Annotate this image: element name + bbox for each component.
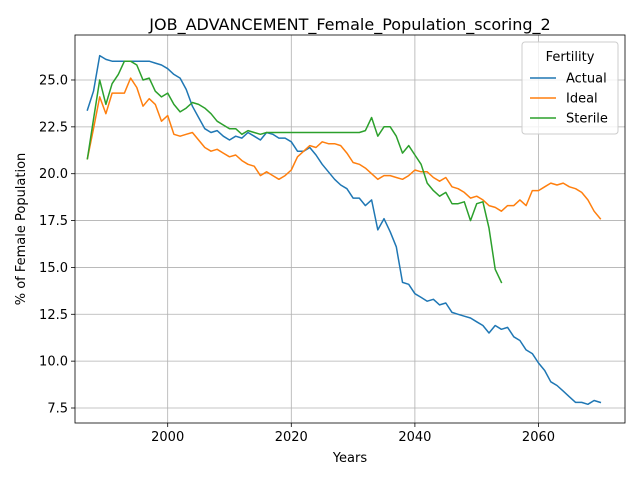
- legend-label-ideal: Ideal: [566, 92, 598, 107]
- legend-entries: Actual Ideal Sterile: [530, 72, 608, 127]
- y-tick-label: 22.5: [39, 120, 68, 135]
- x-tick-label: 2020: [275, 430, 308, 445]
- y-tick-label: 25.0: [39, 73, 68, 88]
- series-line-sterile: [86, 60, 503, 284]
- y-tick-label: 10.0: [39, 355, 68, 370]
- y-tick-label: 20.0: [39, 167, 68, 182]
- y-tick-label: 17.5: [39, 214, 68, 229]
- x-tick-label: 2040: [398, 430, 431, 445]
- y-tick-label: 12.5: [39, 308, 68, 323]
- y-tick-label: 7.5: [47, 402, 68, 417]
- legend: Fertility Actual Ideal Sterile: [521, 41, 619, 135]
- legend-title: Fertility: [546, 50, 595, 65]
- y-axis-label: % of Female Population: [14, 153, 29, 306]
- y-tick-label: 15.0: [39, 261, 68, 276]
- legend-box: [521, 41, 619, 135]
- series-line-actual: [86, 54, 602, 406]
- legend-label-sterile: Sterile: [566, 112, 608, 127]
- series-layer: [86, 54, 602, 406]
- x-axis-label: Years: [332, 451, 368, 466]
- x-tick-label: 2060: [522, 430, 555, 445]
- chart-title: JOB_ADVANCEMENT_Female_Population_scorin…: [148, 15, 550, 35]
- x-tick-label: 2000: [151, 430, 184, 445]
- tick-layer: 2000 2020 2040 2060 7.5 10.0 12.5 15.0 17.5 20.0 2…: [39, 73, 555, 445]
- legend-label-actual: Actual: [566, 72, 607, 87]
- plot-frame: [74, 34, 626, 424]
- series-line-ideal: [86, 77, 602, 220]
